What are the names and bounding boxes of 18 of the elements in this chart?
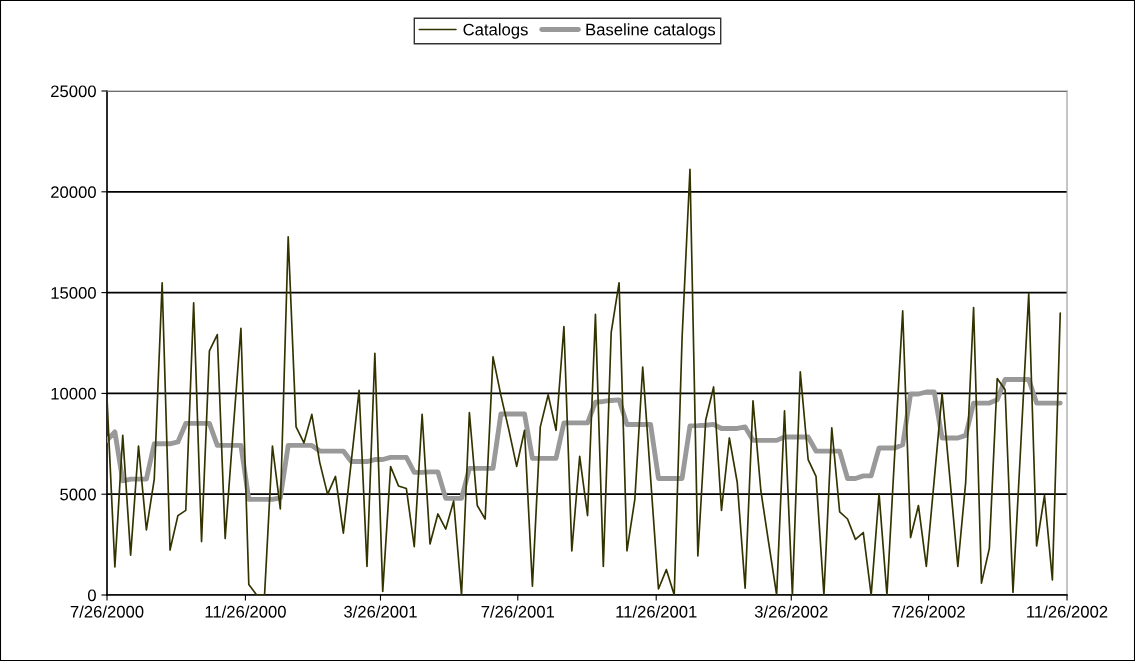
line-series xyxy=(107,377,1063,502)
x-tick-label: 11/26/2000 xyxy=(205,605,286,618)
y-tick-label: 20000 xyxy=(51,186,96,198)
line-series xyxy=(107,168,1062,595)
x-tick-label: 7/26/2000 xyxy=(70,605,144,618)
x-tick-label: 7/26/2001 xyxy=(481,605,555,618)
y-tick-label: 0 xyxy=(87,589,96,602)
y-tick-label: 5000 xyxy=(60,488,96,501)
y-tick-label: 10000 xyxy=(51,387,96,400)
legend-label: Catalogs xyxy=(463,23,528,39)
x-tick-label: 3/26/2002 xyxy=(754,605,828,618)
x-tick-label: 3/26/2001 xyxy=(344,605,417,618)
x-tick-label: 11/26/2001 xyxy=(616,605,697,618)
x-tick-label: 11/26/2002 xyxy=(1027,605,1108,618)
x-tick-label: 7/26/2002 xyxy=(892,605,965,618)
y-tick-label: 15000 xyxy=(51,287,96,299)
y-tick-label: 25000 xyxy=(51,85,96,98)
legend-label: Baseline catalogs xyxy=(586,23,716,39)
